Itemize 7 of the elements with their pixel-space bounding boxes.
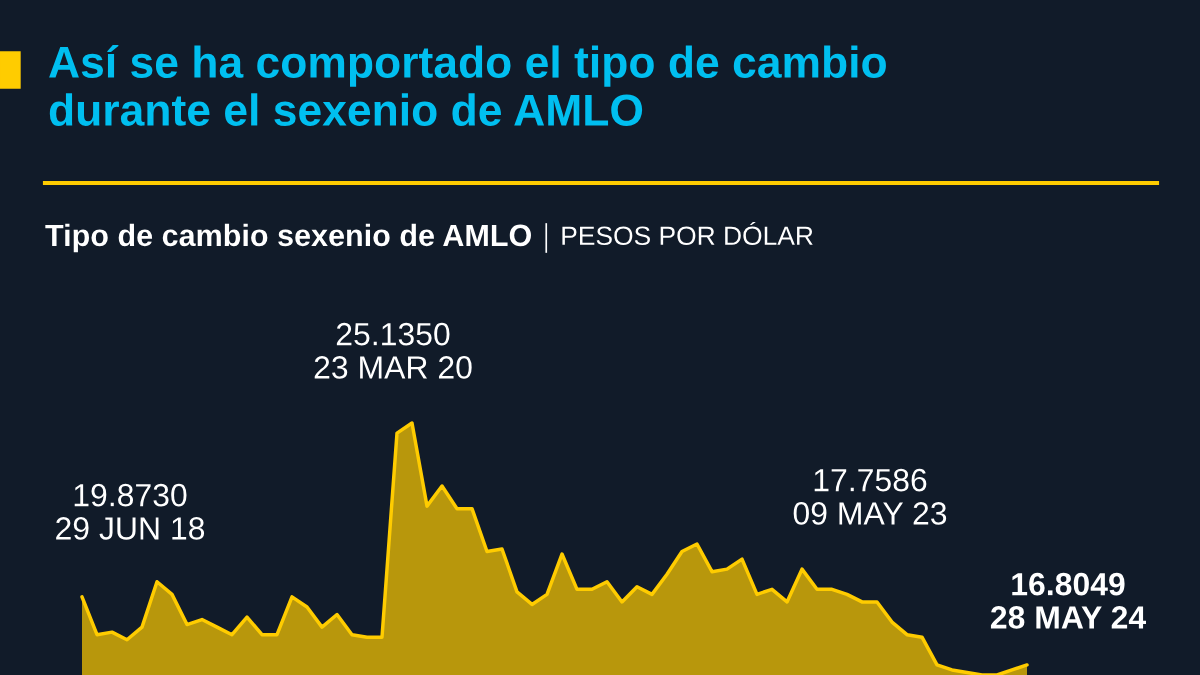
chart-subtitle: Tipo de cambio sexenio de AMLO: [45, 223, 531, 253]
annotation: 17.7586 09 MAY 23: [793, 468, 947, 525]
annotation: 16.8049 28 MAY 24: [990, 572, 1146, 629]
chart-title: Así se ha comportado el tipo de cambio durante el sexenio de AMLO: [49, 45, 886, 126]
text: PESOS POR DÓLAR: [562, 221, 813, 246]
annotation: 19.8730 29 JUN 18: [56, 483, 205, 540]
text: 25.1350 23 MAR 20: [314, 322, 472, 379]
